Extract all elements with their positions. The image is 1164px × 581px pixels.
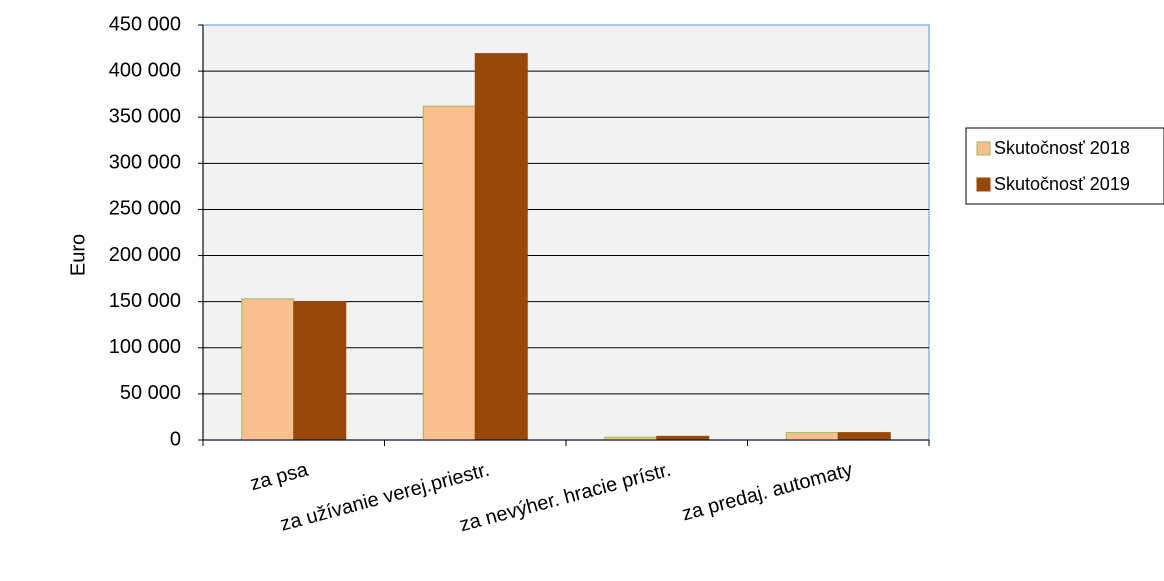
y-tick-label: 50 000 xyxy=(120,382,181,404)
bar-2 xyxy=(656,435,710,441)
bar-2 xyxy=(474,53,528,441)
bar-2 xyxy=(293,301,347,441)
bars xyxy=(241,53,891,441)
legend-swatch xyxy=(976,141,991,156)
y-tick-label: 0 xyxy=(170,428,181,450)
bar-1 xyxy=(422,105,476,441)
y-axis-title: Euro xyxy=(67,234,89,276)
x-tick-label: za nevýher. hracie prístr. xyxy=(457,459,673,537)
y-tick-label: 400 000 xyxy=(109,59,181,81)
legend-label: Skutočnosť 2018 xyxy=(994,138,1130,158)
y-tick-label: 150 000 xyxy=(109,290,181,312)
bar-2 xyxy=(837,432,891,441)
legend-box xyxy=(965,127,1164,205)
y-tick-label: 450 000 xyxy=(109,13,181,35)
y-tick-label: 200 000 xyxy=(109,244,181,266)
legend: Skutočnosť 2018 Skutočnosť 2019 xyxy=(965,127,1164,205)
legend-label: Skutočnosť 2019 xyxy=(994,174,1130,194)
bar-1 xyxy=(785,432,839,441)
bar-1 xyxy=(241,298,295,441)
x-tick-label: za predaj. automaty xyxy=(680,459,855,526)
x-tick-label: za psa xyxy=(248,458,311,495)
y-tick-label: 300 000 xyxy=(109,152,181,174)
y-tick-label: 250 000 xyxy=(109,198,181,220)
y-axis: 0 50 000 100 000 150 000 200 000 250 000 300 0… xyxy=(109,13,204,450)
y-tick-label: 350 000 xyxy=(109,106,181,128)
y-tick-label: 100 000 xyxy=(109,336,181,358)
legend-swatch xyxy=(976,177,991,192)
